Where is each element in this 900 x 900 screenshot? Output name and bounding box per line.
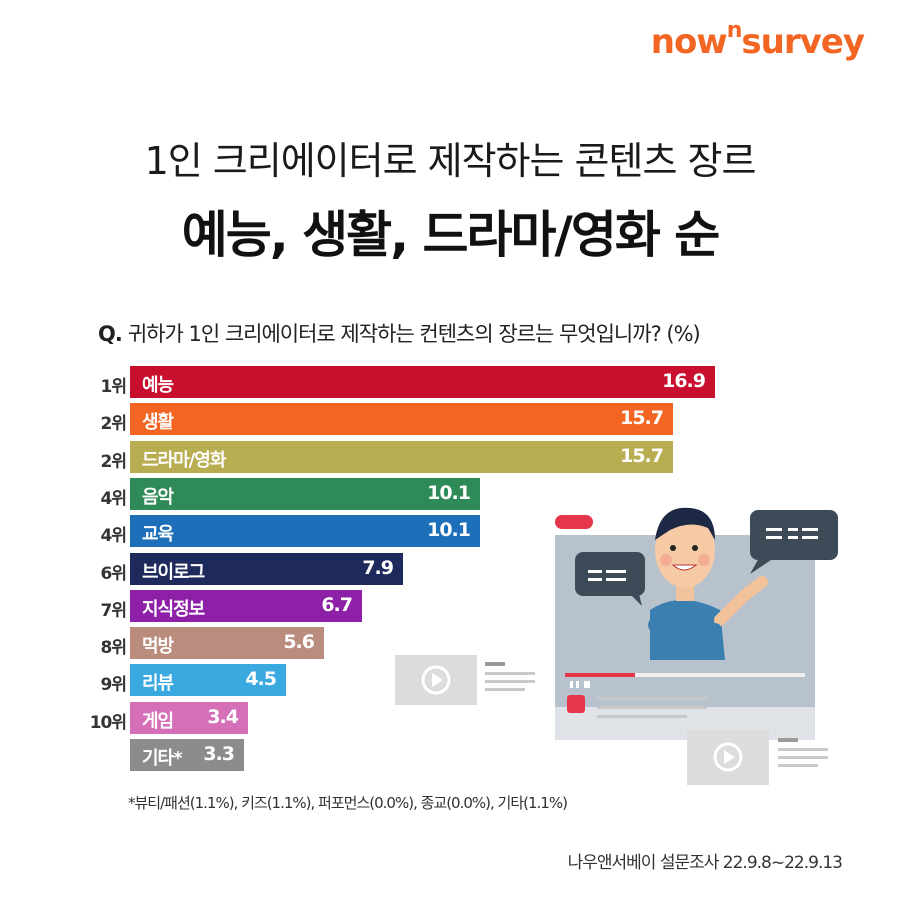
value-label: 15.7	[620, 444, 664, 467]
title-line-2: 예능, 생활, 드라마/영화 순	[181, 206, 720, 264]
bar: 음악 10.1	[130, 477, 480, 510]
question-text: 귀하가 1인 크리에이터로 제작하는 컨텐츠의 장르는 무엇입니까? (%)	[127, 322, 701, 346]
rank-label: 6위	[100, 563, 127, 584]
title-line-1: 1인 크리에이터로 제작하는 콘텐츠 장르	[144, 139, 757, 183]
category-label: 드라마/영화	[142, 449, 226, 471]
category-label: 지식정보	[142, 598, 205, 620]
value-label: 6.7	[321, 593, 353, 616]
value-label: 5.6	[283, 631, 315, 654]
rank-label: 4위	[100, 526, 127, 547]
value-label: 16.9	[662, 370, 706, 392]
survey-source: 나우앤서베이 설문조사 22.9.8~22.9.13	[567, 853, 843, 873]
category-label: 리뷰	[142, 673, 174, 695]
rank-label: 2위	[100, 451, 127, 472]
category-label: 음악	[142, 486, 174, 508]
rank-label: 7위	[100, 600, 127, 621]
chart-footnote: *뷰티/패션(1.1%), 키즈(1.1%), 퍼포먼스(0.0%), 종교(0…	[128, 794, 568, 812]
value-label: 4.5	[245, 668, 277, 691]
value-label: 10.1	[427, 481, 471, 504]
bar: 예능 16.9	[130, 366, 715, 398]
category-label: 생활	[142, 412, 174, 434]
category-label: 예능	[142, 375, 174, 396]
value-label: 7.9	[362, 556, 394, 579]
rank-label: 2위	[100, 414, 127, 435]
bar: 드라마/영화 15.7	[130, 440, 673, 473]
category-label: 기타*	[142, 748, 183, 769]
rank-label: 8위	[100, 638, 127, 659]
rank-label: 1위	[100, 377, 127, 397]
bar: 리뷰 4.5	[130, 664, 286, 697]
value-label: 15.7	[620, 407, 664, 430]
bar: 지식정보 6.7	[130, 589, 362, 622]
bar: 먹방 5.6	[130, 627, 324, 660]
rank-label: 4위	[100, 488, 127, 509]
value-label: 3.4	[207, 705, 239, 728]
bar: 생활 15.7	[130, 403, 673, 436]
value-label: 3.3	[203, 743, 235, 765]
question-prefix: Q.	[98, 322, 123, 346]
rank-label: 10위	[89, 712, 127, 733]
category-label: 먹방	[142, 636, 174, 658]
category-label: 교육	[142, 524, 174, 546]
value-label: 10.1	[427, 519, 471, 542]
category-label: 브이로그	[142, 561, 205, 583]
chart-question: Q. 귀하가 1인 크리에이터로 제작하는 컨텐츠의 장르는 무엇입니까? (%)	[98, 318, 701, 348]
creator-illustration	[395, 507, 838, 785]
bar: 게임 3.4	[130, 701, 248, 734]
bar: 브이로그 7.9	[130, 552, 403, 585]
bar: 기타* 3.3	[130, 739, 244, 771]
category-label: 게임	[142, 710, 174, 732]
rank-label: 9위	[100, 675, 127, 696]
brand-logo: nownsurvey	[650, 18, 865, 62]
bar: 교육 10.1	[130, 515, 480, 548]
